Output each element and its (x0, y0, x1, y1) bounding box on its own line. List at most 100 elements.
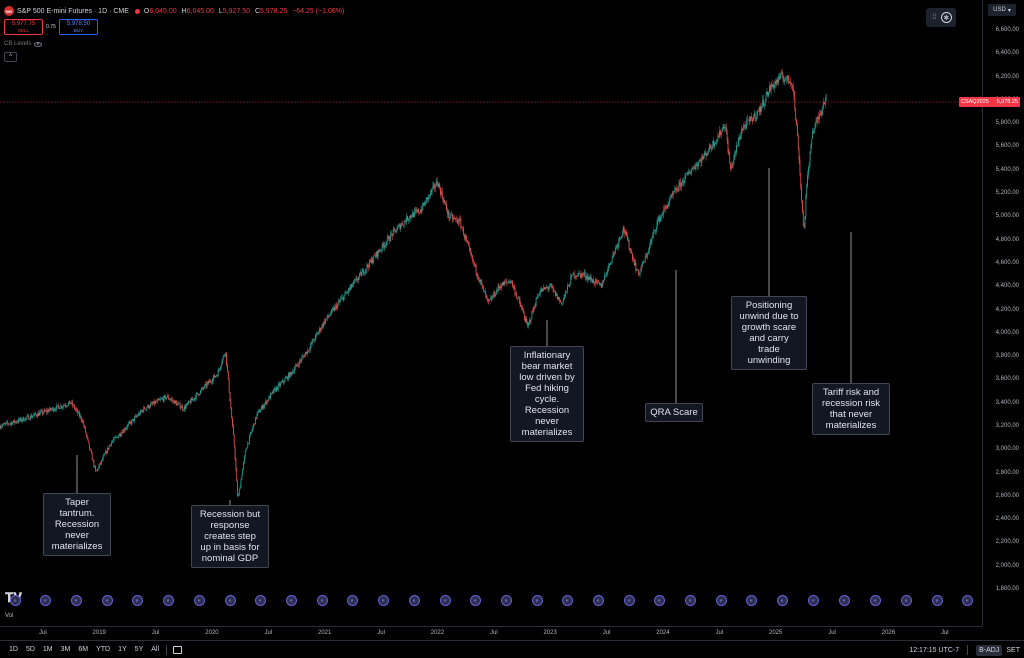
clock[interactable]: 12:17:15 UTC-7 (909, 646, 960, 654)
grid-dots-icon[interactable]: ⁞⁞ (932, 14, 937, 21)
candle-body (58, 406, 60, 409)
earnings-event-icon[interactable]: » (377, 595, 389, 606)
chart-annotation[interactable]: Positioning unwind due to growth scare a… (731, 296, 807, 370)
currency-select[interactable]: USD ▾ (988, 4, 1016, 16)
currency-label: USD (993, 7, 1006, 13)
indicator-legend[interactable]: CB Levels (4, 41, 43, 47)
earnings-event-icon[interactable]: » (439, 595, 451, 606)
earnings-event-icon[interactable]: » (684, 595, 696, 606)
candle-body (20, 418, 22, 421)
calendar-icon[interactable] (173, 645, 183, 654)
earnings-event-icon[interactable]: » (561, 595, 573, 606)
earnings-event-icon[interactable]: » (592, 595, 604, 606)
price-axis[interactable]: 6,600.006,400.006,200.006,000.005,800.00… (982, 0, 1024, 626)
chart-annotation[interactable]: QRA Scare (645, 403, 703, 422)
earnings-event-icon[interactable]: » (623, 595, 635, 606)
range-button[interactable]: 6M (78, 646, 89, 653)
time-axis[interactable]: Jul 2019 Jul 2020 Jul 2021 Jul 2022 Jul 2023 Jul 20… (0, 626, 982, 638)
candle-body (324, 321, 326, 324)
settlement-toggle[interactable]: SET (1006, 646, 1020, 654)
range-button[interactable]: 5D (25, 646, 35, 653)
candle-body (411, 216, 413, 218)
candle-body (71, 401, 73, 404)
earnings-event-icon[interactable]: » (745, 595, 757, 606)
chart-annotation[interactable]: Tariff risk and recession risk that neve… (812, 383, 890, 435)
range-button[interactable]: 3M (60, 646, 71, 653)
price-tick: 3,800.00 (995, 353, 1019, 360)
buy-button[interactable]: 5,978.50 BUY (59, 19, 98, 35)
candle-body (681, 182, 682, 188)
price-tick: 3,400.00 (995, 399, 1019, 406)
candle-body (785, 79, 786, 81)
earnings-event-icon[interactable]: » (807, 595, 819, 606)
earnings-event-icon[interactable]: » (900, 595, 912, 606)
sell-button[interactable]: 5,977.75 SELL (4, 19, 43, 35)
earnings-event-icon[interactable]: » (838, 595, 850, 606)
candle-body (577, 272, 579, 277)
chart-annotation[interactable]: Inflationary bear market low driven by F… (510, 346, 584, 442)
earnings-event-icon[interactable]: » (162, 595, 174, 606)
range-button[interactable]: 5Y (134, 646, 144, 653)
candle-body (753, 113, 755, 117)
earnings-event-icon[interactable]: » (469, 595, 481, 606)
earnings-event-icon[interactable]: » (70, 595, 82, 606)
candle-body (430, 191, 432, 193)
price-chart[interactable] (0, 0, 982, 626)
earnings-event-icon[interactable]: » (224, 595, 236, 606)
candle-body (460, 219, 462, 228)
symbol-title[interactable]: S&P 500 E-mini Futures · 1D · CME (17, 7, 129, 15)
eye-icon[interactable] (34, 41, 43, 47)
candle-body (798, 149, 800, 161)
price-tick: 5,000.00 (995, 213, 1019, 220)
range-button[interactable]: 1D (9, 646, 18, 653)
earnings-event-icon[interactable]: » (285, 595, 297, 606)
earnings-event-icon[interactable]: » (653, 595, 665, 606)
range-button[interactable]: All (151, 646, 160, 653)
earnings-event-icon[interactable]: » (101, 595, 113, 606)
earnings-event-icon[interactable]: » (776, 595, 788, 606)
chart-area[interactable]: 500 S&P 500 E-mini Futures · 1D · CME O6… (0, 0, 982, 626)
candle-body (676, 189, 678, 191)
candle-body (232, 418, 233, 426)
chart-annotation[interactable]: Recession but response creates step up i… (191, 505, 269, 568)
earnings-event-icon[interactable]: » (346, 595, 358, 606)
earnings-event-icon[interactable]: » (961, 595, 973, 606)
earnings-event-icon[interactable]: » (193, 595, 205, 606)
candle-body (327, 315, 329, 317)
candle-body (227, 364, 228, 371)
candle-body (635, 262, 637, 271)
earnings-event-icon[interactable]: » (931, 595, 943, 606)
earnings-event-icon[interactable]: » (9, 595, 21, 606)
buy-price: 5,978.50 (66, 20, 91, 27)
price-tick: 6,400.00 (995, 50, 1019, 57)
candle-body (276, 387, 278, 390)
candle-body (761, 105, 763, 107)
candle-body (473, 260, 474, 263)
range-button[interactable]: YTD (96, 646, 111, 653)
candle-body (618, 238, 620, 244)
earnings-event-icon[interactable]: » (316, 595, 328, 606)
range-button[interactable]: 1M (42, 646, 53, 653)
candle-body (820, 114, 822, 115)
toolbar-right: 12:17:15 UTC-7 B-ADJ SET (909, 641, 1020, 658)
settings-circle-icon[interactable]: ✱ (940, 12, 952, 23)
earnings-event-icon[interactable]: » (408, 595, 420, 606)
earnings-event-icon[interactable]: » (131, 595, 143, 606)
back-adjust-toggle[interactable]: B-ADJ (976, 644, 1003, 656)
earnings-event-icon[interactable]: » (869, 595, 881, 606)
candle-body (249, 433, 251, 436)
earnings-event-icon[interactable]: » (254, 595, 266, 606)
candle-body (812, 131, 814, 139)
earnings-event-icon[interactable]: » (715, 595, 727, 606)
candle-body (705, 153, 707, 157)
candle-body (480, 279, 482, 283)
range-button[interactable]: 1Y (118, 646, 127, 653)
chart-annotation[interactable]: Taper tantrum. Recession never materiali… (43, 493, 111, 556)
earnings-event-icon[interactable]: » (39, 595, 51, 606)
earnings-event-icon[interactable]: » (531, 595, 543, 606)
collapse-legend-button[interactable]: ^ (4, 52, 17, 62)
candle-body (347, 292, 348, 294)
candle-body (296, 364, 298, 366)
earnings-event-icon[interactable]: » (500, 595, 512, 606)
candle-body (286, 376, 288, 378)
